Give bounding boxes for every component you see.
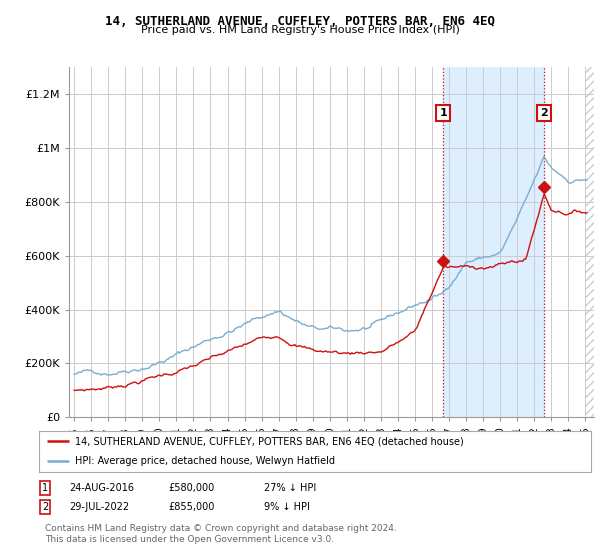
Bar — [586, 67, 600, 417]
Text: 27% ↓ HPI: 27% ↓ HPI — [264, 483, 316, 493]
Text: Contains HM Land Registry data © Crown copyright and database right 2024.
This d: Contains HM Land Registry data © Crown c… — [45, 524, 397, 544]
Text: 14, SUTHERLAND AVENUE, CUFFLEY, POTTERS BAR, EN6 4EQ (detached house): 14, SUTHERLAND AVENUE, CUFFLEY, POTTERS … — [75, 436, 464, 446]
Text: 1: 1 — [42, 483, 48, 493]
Text: 14, SUTHERLAND AVENUE, CUFFLEY, POTTERS BAR, EN6 4EQ: 14, SUTHERLAND AVENUE, CUFFLEY, POTTERS … — [105, 15, 495, 27]
Bar — [443, 67, 544, 417]
Text: Price paid vs. HM Land Registry's House Price Index (HPI): Price paid vs. HM Land Registry's House … — [140, 25, 460, 35]
Text: £855,000: £855,000 — [168, 502, 214, 512]
Text: 9% ↓ HPI: 9% ↓ HPI — [264, 502, 310, 512]
Text: 24-AUG-2016: 24-AUG-2016 — [69, 483, 134, 493]
Text: 29-JUL-2022: 29-JUL-2022 — [69, 502, 129, 512]
Text: HPI: Average price, detached house, Welwyn Hatfield: HPI: Average price, detached house, Welw… — [75, 456, 335, 466]
Text: 1: 1 — [439, 108, 447, 118]
Text: £580,000: £580,000 — [168, 483, 214, 493]
Text: 2: 2 — [42, 502, 48, 512]
Text: 2: 2 — [540, 108, 548, 118]
